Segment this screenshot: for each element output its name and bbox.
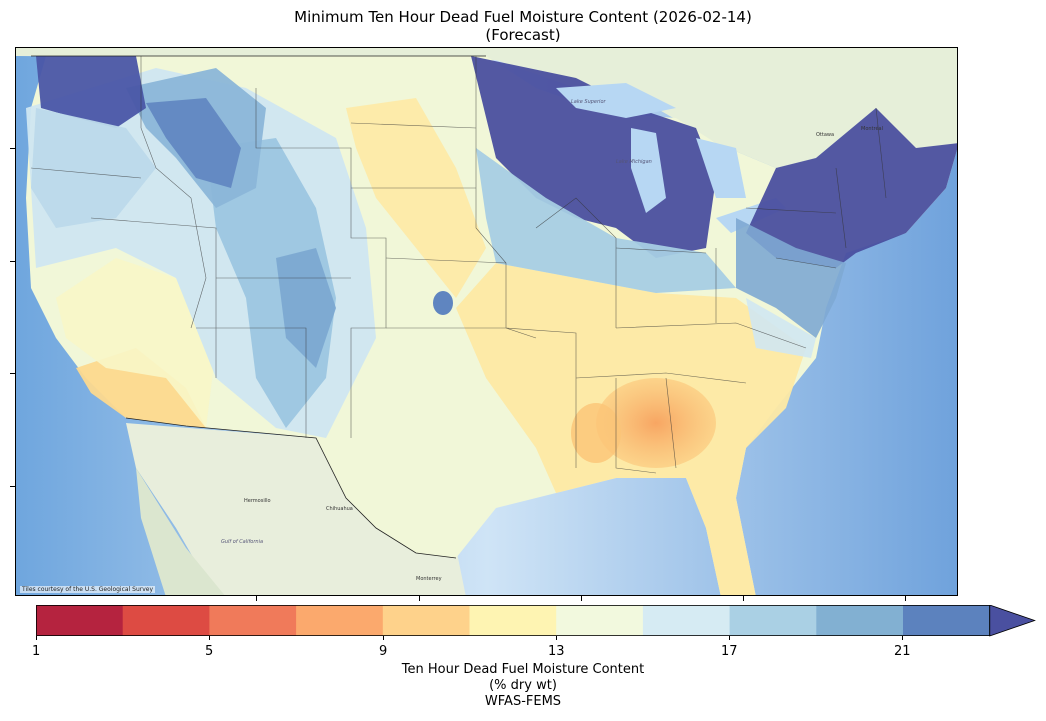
x-tick — [743, 596, 744, 601]
midwest-moist-zone — [476, 148, 736, 293]
x-tick — [419, 596, 420, 601]
state-boundaries — [30, 56, 887, 474]
colorbar-tick-label: 21 — [894, 644, 911, 659]
place-label: Montréal — [861, 125, 883, 132]
colorbar-tick-label: 5 — [205, 644, 214, 659]
pacific-nw-wet-zone — [36, 56, 146, 128]
colorbar-tick — [902, 636, 903, 640]
plains-dry-zone — [346, 98, 486, 298]
colorbar-tick — [209, 636, 210, 640]
colorbar-segment — [556, 605, 644, 636]
colorbar-segment — [296, 605, 384, 636]
place-label: Chihuahua — [326, 506, 353, 512]
colorbar-title-line-1: Ten Hour Dead Fuel Moisture Content — [401, 662, 645, 677]
place-label: Hermosillo — [244, 498, 271, 504]
colorbar-segment — [729, 605, 817, 636]
colorbar-segment — [209, 605, 297, 636]
colorbar — [36, 605, 1036, 637]
mid-atlantic-moist-zone — [736, 218, 846, 338]
oregon-moist-zone — [31, 108, 156, 228]
colorbar-segment — [122, 605, 210, 636]
colorbar-title-line-3: WFAS-FEMS — [484, 694, 562, 709]
x-tick — [256, 596, 257, 601]
colorbar-segment — [36, 605, 124, 636]
northeast-wet-zone — [746, 108, 957, 268]
colorbar-tick — [36, 636, 37, 640]
colorbar-segment — [642, 605, 731, 636]
southeast-driest-zone — [596, 378, 716, 468]
map-title: Minimum Ten Hour Dead Fuel Moisture Cont… — [0, 8, 1046, 44]
canada-land — [16, 48, 957, 168]
place-label: Lake Michigan — [616, 159, 652, 165]
place-label: Lake Superior — [571, 99, 607, 105]
colorbar-tick — [556, 636, 557, 640]
colorbar-segment — [382, 605, 470, 636]
colorbar-title-line-2: (% dry wt) — [489, 678, 557, 693]
lake-michigan — [631, 128, 666, 213]
lake-superior — [556, 83, 676, 118]
virginia-zone — [746, 298, 816, 358]
colorbar-tick-label: 13 — [548, 644, 565, 659]
colorbar-segment — [903, 605, 991, 636]
y-tick — [10, 261, 15, 262]
colorbar-tick-label: 17 — [721, 644, 738, 659]
mexico-border — [125, 417, 457, 559]
colorbar-tick-label: 1 — [32, 644, 41, 659]
baja-land — [136, 468, 225, 595]
y-tick — [10, 486, 15, 487]
place-label: Ottawa — [816, 132, 834, 138]
colorbar-segment — [469, 605, 557, 636]
map-canvas: Hermosillo Chihuahua Monterrey Gulf of C… — [16, 48, 957, 595]
x-tick — [905, 596, 906, 601]
alabama-dry-zone — [571, 403, 621, 463]
colorbar-border — [36, 605, 991, 636]
colorbar-tick — [383, 636, 384, 640]
y-tick — [10, 373, 15, 374]
idaho-wet-zone — [146, 98, 241, 188]
place-label: Gulf of California — [221, 539, 263, 545]
place-label: Monterrey — [416, 576, 442, 582]
lake-huron — [696, 138, 746, 198]
title-line-1: Minimum Ten Hour Dead Fuel Moisture Cont… — [294, 8, 752, 26]
x-tick — [581, 596, 582, 601]
upper-midwest-wet-zone — [471, 56, 716, 258]
map-panel[interactable]: Hermosillo Chihuahua Monterrey Gulf of C… — [15, 47, 958, 596]
colorbar-title: Ten Hour Dead Fuel Moisture Content (% d… — [0, 662, 1046, 710]
tile-credit: Tiles courtesy of the U.S. Geological Su… — [20, 586, 156, 593]
colorbar-extend-arrow — [989, 605, 1036, 637]
colorbar-tick — [729, 636, 730, 640]
colorbar-segment — [816, 605, 904, 636]
mexico-land — [126, 423, 466, 595]
colorbar-tick-label: 9 — [379, 644, 388, 659]
y-tick — [10, 148, 15, 149]
great-basin-zone — [56, 258, 216, 428]
plains-wet-spot — [433, 291, 453, 315]
title-line-2: (Forecast) — [485, 26, 561, 44]
